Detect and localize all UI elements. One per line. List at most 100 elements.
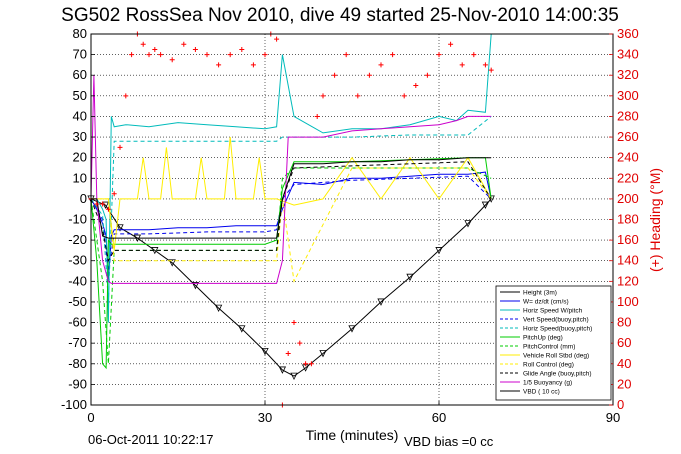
series-horiz-speed-buoy-pitch bbox=[90, 116, 492, 302]
series-vbd-10-cc bbox=[91, 157, 492, 239]
y-tick-label: -50 bbox=[68, 294, 87, 309]
heading-marker bbox=[111, 191, 117, 197]
y-right-tick-label: 40 bbox=[617, 356, 631, 371]
y-tick-label: 80 bbox=[73, 26, 87, 41]
y-axis-right-ticks: 0 20 40 60 80 100 120 140 160 180 200 220 240 260 280 3… bbox=[609, 26, 639, 412]
heading-marker bbox=[204, 52, 210, 58]
series-heading bbox=[88, 31, 494, 408]
y-right-tick-label: 240 bbox=[617, 150, 639, 165]
chart-title: SG502 RossSea Nov 2010, dive 49 started … bbox=[61, 5, 619, 26]
legend-label: 1/5 Buoyancy (g) bbox=[523, 379, 572, 386]
heading-marker bbox=[378, 62, 384, 68]
heading-marker bbox=[158, 52, 164, 58]
height-marker bbox=[481, 201, 490, 209]
series-line-horiz-speed-w-pitch bbox=[91, 33, 492, 323]
legend-label: Vert Speed(buoy,pitch) bbox=[523, 316, 589, 323]
heading-marker bbox=[117, 144, 123, 150]
y-tick-label: 40 bbox=[73, 108, 87, 123]
heading-marker bbox=[303, 361, 309, 367]
y-right-tick-label: 180 bbox=[617, 212, 639, 227]
heading-marker bbox=[471, 52, 477, 58]
y-right-tick-label: 140 bbox=[617, 253, 639, 268]
heading-marker bbox=[482, 62, 488, 68]
series-glide-angle-buoy-pitch bbox=[90, 161, 492, 263]
series-height-3m bbox=[87, 195, 495, 381]
legend-label: PitchControl (mm) bbox=[523, 343, 575, 350]
heading-marker bbox=[332, 72, 338, 78]
y-tick-label: -10 bbox=[68, 212, 87, 227]
heading-marker bbox=[169, 57, 175, 63]
heading-marker bbox=[100, 201, 106, 207]
y-tick-label: -90 bbox=[68, 376, 87, 391]
y-right-tick-label: 0 bbox=[617, 397, 624, 412]
heading-marker bbox=[308, 361, 314, 367]
height-marker bbox=[214, 304, 223, 313]
legend-box bbox=[495, 285, 612, 401]
legend-label: Roll Control (deg) bbox=[523, 361, 574, 368]
heading-marker bbox=[285, 350, 291, 356]
y-tick-label: 20 bbox=[73, 150, 87, 165]
y-tick-label: -100 bbox=[61, 397, 87, 412]
y-right-tick-label: 200 bbox=[617, 191, 639, 206]
heading-marker bbox=[152, 46, 158, 52]
series-1-5-buoyancy-g bbox=[90, 75, 492, 284]
chart-legend: Height (3m) W= dz/dt (cm/s) Horiz Speed W/… bbox=[495, 285, 612, 401]
y-tick-label: -70 bbox=[68, 335, 87, 350]
timestamp-footer: 06-Oct-2011 10:22:17 bbox=[88, 432, 214, 447]
series-line-roll-control-deg bbox=[91, 167, 492, 283]
heading-marker bbox=[94, 201, 100, 207]
y-right-tick-label: 100 bbox=[617, 294, 639, 309]
legend-label: Vehicle Roll Stbd (deg) bbox=[523, 352, 589, 359]
series-line-height-3m bbox=[90, 198, 492, 377]
height-marker bbox=[278, 366, 287, 374]
series-line-1-5-buoyancy-g bbox=[90, 75, 492, 284]
heading-marker bbox=[274, 36, 280, 42]
y-tick-label: 60 bbox=[73, 67, 87, 82]
height-marker bbox=[101, 201, 110, 209]
height-marker bbox=[116, 224, 124, 232]
legend-label: W= dz/dt (cm/s) bbox=[523, 298, 569, 305]
y-right-tick-label: 20 bbox=[617, 376, 631, 391]
x-axis-ticks: 0 30 60 90 bbox=[87, 401, 620, 425]
height-marker bbox=[290, 372, 298, 381]
legend-label: Horiz Speed(buoy,pitch) bbox=[523, 325, 592, 332]
height-marker bbox=[435, 247, 443, 255]
plot-area bbox=[87, 31, 495, 408]
heading-marker bbox=[314, 113, 320, 119]
series-horiz-speed-w-pitch bbox=[91, 33, 492, 323]
heading-marker bbox=[401, 93, 407, 99]
y-tick-label: -30 bbox=[68, 253, 87, 268]
height-marker bbox=[406, 273, 414, 282]
y-tick-label: 0 bbox=[80, 191, 87, 206]
heading-marker bbox=[239, 46, 245, 52]
series-line-glide-angle-buoy-pitch bbox=[90, 161, 492, 263]
y-right-tick-label: 260 bbox=[617, 129, 639, 144]
heading-marker bbox=[262, 52, 268, 58]
heading-marker bbox=[366, 72, 372, 78]
y-tick-label: 30 bbox=[73, 129, 87, 144]
y-tick-label: -40 bbox=[68, 273, 87, 288]
y-tick-label: 70 bbox=[73, 47, 87, 62]
height-marker bbox=[464, 220, 472, 228]
height-marker bbox=[377, 298, 385, 306]
y-tick-label: 50 bbox=[73, 88, 87, 103]
height-marker bbox=[348, 325, 356, 333]
heading-marker bbox=[105, 206, 111, 212]
heading-marker bbox=[459, 62, 465, 68]
series-line-vert-speed-buoy-pitch bbox=[90, 175, 492, 272]
heading-marker bbox=[181, 41, 187, 47]
legend-label: Horiz Speed W/pitch bbox=[523, 307, 583, 314]
heading-marker bbox=[123, 93, 129, 99]
x-tick-label: 0 bbox=[87, 410, 94, 425]
heading-marker bbox=[413, 83, 419, 89]
height-marker bbox=[168, 259, 176, 267]
height-marker bbox=[191, 282, 200, 290]
y-right-tick-label: 60 bbox=[617, 335, 631, 350]
vbd-bias-footer: VBD bias =0 cc bbox=[404, 434, 494, 449]
y-right-tick-label: 220 bbox=[617, 170, 639, 185]
y-axis-right-label: (+) Heading (°M) bbox=[647, 168, 663, 272]
heading-marker bbox=[297, 340, 303, 346]
y-right-tick-label: 320 bbox=[617, 67, 639, 82]
heading-marker bbox=[192, 46, 198, 52]
